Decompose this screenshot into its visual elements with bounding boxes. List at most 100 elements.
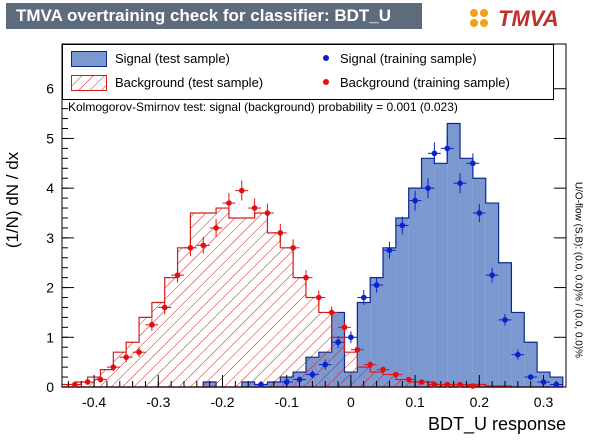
background-test-bar <box>126 342 140 387</box>
signal-test-bar <box>434 163 448 387</box>
background-test-bar <box>190 213 204 387</box>
legend-background-train-label: Background (training sample) <box>340 75 510 90</box>
background-test-bar <box>216 208 229 387</box>
signal-train-point <box>425 185 431 191</box>
tmva-logo: TMVA <box>468 6 578 32</box>
legend-background-train-marker <box>323 79 329 85</box>
background-train-point <box>431 381 438 388</box>
signal-train-point <box>431 150 438 157</box>
signal-train-point <box>540 379 547 385</box>
background-test-bar <box>370 372 384 387</box>
background-train-point <box>213 225 219 231</box>
x-axis-label: BDT_U response <box>427 414 566 434</box>
signal-train-point <box>360 294 367 301</box>
legend-signal-train-label: Signal (training sample) <box>340 51 477 66</box>
background-train-point <box>316 294 322 301</box>
background-train-point <box>418 379 425 385</box>
signal-train-point <box>258 381 264 388</box>
background-test-bar <box>100 369 114 387</box>
signal-train-point <box>386 247 393 254</box>
signal-train-point <box>470 160 476 167</box>
signal-train-point <box>502 317 508 323</box>
signal-test-bar <box>447 123 461 388</box>
background-train-point <box>380 366 386 373</box>
background-test-bar <box>331 337 345 387</box>
chart-title: TMVA overtraining check for classifier: … <box>6 3 422 29</box>
background-test-bar <box>241 217 255 387</box>
background-test-bar <box>357 367 371 387</box>
signal-test-bar <box>421 158 435 387</box>
signal-test-bar <box>472 178 486 387</box>
background-train-point <box>444 381 451 388</box>
signal-train-point <box>489 272 495 278</box>
background-train-point <box>226 200 232 206</box>
x-tick-label: 0 <box>347 394 355 410</box>
background-train-point <box>187 245 194 251</box>
signal-test-bar <box>357 302 371 387</box>
legend: Signal (test sample) Background (test sa… <box>62 44 554 100</box>
background-test-bar <box>305 297 319 387</box>
logo-dots-icon <box>470 9 496 29</box>
logo-text: TMVA <box>498 6 559 31</box>
background-train-point <box>328 309 335 316</box>
x-tick-label: -0.2 <box>210 394 234 410</box>
background-train-point <box>123 354 130 360</box>
x-tick-label: -0.4 <box>82 394 106 410</box>
y-tick-label: 0 <box>46 379 54 395</box>
background-train-point <box>136 349 142 356</box>
signal-train-point <box>515 351 521 358</box>
background-train-point <box>290 245 296 251</box>
background-train-point <box>341 324 348 331</box>
background-train-point <box>161 304 168 311</box>
signal-train-point <box>296 376 303 383</box>
signal-test-bar <box>370 277 384 387</box>
background-test-bar <box>177 247 191 387</box>
signal-test-bar <box>485 203 499 387</box>
x-tick-label: 0.2 <box>470 394 490 410</box>
background-test-bar <box>203 213 217 387</box>
y-tick-label: 5 <box>46 130 54 146</box>
legend-signal-test-label: Signal (test sample) <box>115 51 230 66</box>
legend-background-test-label: Background (test sample) <box>115 75 264 90</box>
signal-train-point <box>527 374 534 380</box>
legend-signal-train-marker <box>323 55 329 61</box>
background-test-bar <box>318 312 332 387</box>
background-test-bar <box>293 277 306 387</box>
background-train-point <box>200 242 207 249</box>
background-train-point <box>457 381 463 388</box>
signal-train-point <box>373 282 380 288</box>
background-test-bar <box>344 352 358 387</box>
x-tick-label: 0.1 <box>405 394 425 410</box>
background-test-bar <box>254 213 268 387</box>
background-train-point <box>238 187 245 194</box>
signal-test-bar <box>383 247 396 387</box>
background-train-point <box>264 210 271 216</box>
background-train-point <box>97 376 104 383</box>
background-train-point <box>367 361 373 368</box>
background-train-point <box>174 272 181 278</box>
background-test-bar <box>280 247 294 387</box>
background-train-point <box>393 371 399 378</box>
signal-train-point <box>399 222 406 229</box>
signal-train-point <box>335 339 341 346</box>
signal-train-point <box>283 379 290 385</box>
y-tick-label: 1 <box>46 329 54 345</box>
background-test-bar <box>267 232 281 387</box>
background-train-point <box>84 379 91 385</box>
signal-train-point <box>322 361 329 368</box>
legend-background-test-swatch <box>71 75 107 91</box>
ks-test-text: Kolmogorov-Smirnov test: signal (backgro… <box>68 100 458 114</box>
signal-test-bar <box>395 217 409 387</box>
y-tick-label: 6 <box>46 81 54 97</box>
legend-signal-test-swatch <box>71 51 107 67</box>
background-test-bar <box>151 302 165 387</box>
y-tick-label: 2 <box>46 280 54 296</box>
signal-train-point <box>444 145 451 152</box>
signal-train-point <box>476 210 483 216</box>
background-train-point <box>251 205 258 211</box>
x-tick-label: 0.3 <box>534 394 554 410</box>
signal-train-point <box>457 180 463 186</box>
signal-train-point <box>309 371 316 378</box>
background-train-point <box>405 376 412 383</box>
